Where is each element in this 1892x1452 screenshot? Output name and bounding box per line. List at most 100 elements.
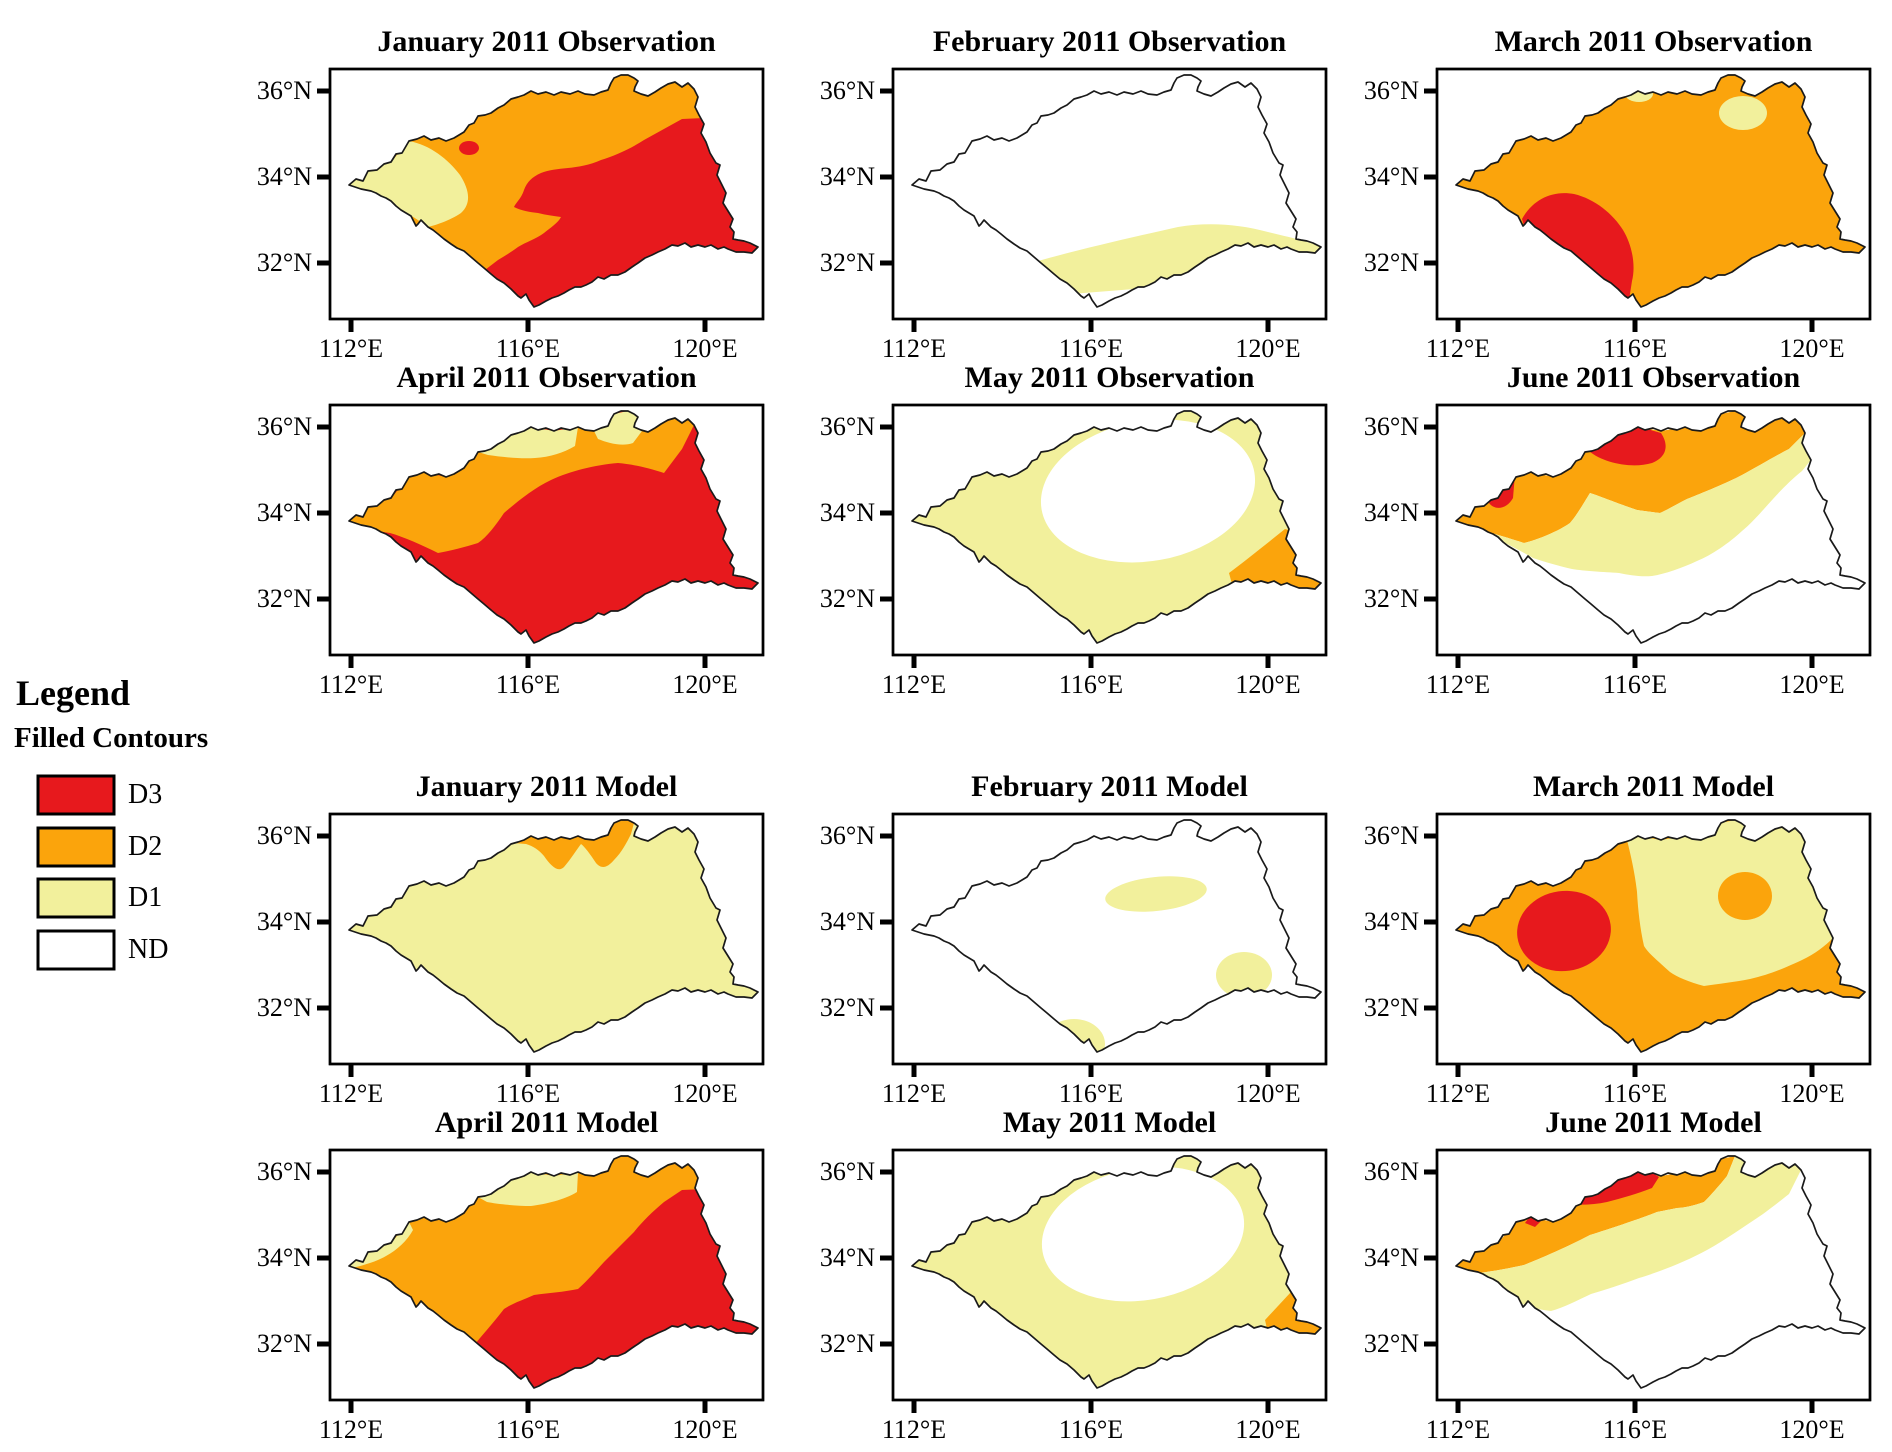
region-d1-north [478, 1172, 578, 1206]
legend-swatch-d2 [36, 826, 116, 868]
legend-label-d1: D1 [128, 882, 163, 913]
lat-tick-label: 34°N [256, 162, 312, 191]
lon-tick-label: 112°E [881, 1079, 947, 1108]
region-d3 [1517, 890, 1611, 972]
lat-tick-label: 36°N [1363, 76, 1419, 105]
lon-tick-label: 116°E [1058, 1079, 1124, 1108]
lat-tick-label: 34°N [819, 498, 875, 527]
lat-tick-label: 32°N [1363, 993, 1419, 1022]
map-january-model [317, 812, 765, 1077]
lat-tick-label: 36°N [819, 1157, 875, 1186]
panel-title: April 2011 Model [434, 1106, 659, 1139]
lat-tick-label: 32°N [1363, 1329, 1419, 1358]
panel-title: February 2011 Model [971, 770, 1248, 803]
lat-tick-label: 36°N [1363, 1157, 1419, 1186]
panel-title: January 2011 Observation [377, 25, 716, 58]
lat-tick-label: 36°N [819, 412, 875, 441]
region-d1-northeast [594, 411, 642, 445]
region-d3-spot [1525, 1212, 1542, 1227]
region-d1-northeast [1719, 96, 1767, 130]
lon-tick-label: 112°E [1425, 1079, 1491, 1108]
panel-title: February 2011 Observation [932, 25, 1287, 58]
map-january-observation [317, 67, 765, 332]
lon-tick-label: 112°E [881, 670, 947, 699]
panel-april-2011-model: April 2011 Model 36°N 34°N 32°N 112°E 11… [224, 1104, 784, 1452]
d2-swatch [36, 826, 116, 868]
basin-outline [911, 410, 1322, 644]
basin-outline [911, 74, 1322, 308]
axis-ticks [1424, 88, 1815, 332]
map-may-observation [880, 403, 1328, 668]
lat-tick-label: 32°N [256, 1329, 312, 1358]
panel-april-2011-observation: April 2011 Observation 36°N 34°N 32°N 11… [224, 359, 784, 731]
lon-tick-label: 116°E [1602, 1079, 1668, 1108]
lat-tick-label: 34°N [819, 1243, 875, 1272]
basin-outline [1455, 1155, 1866, 1389]
region-d1-center [1105, 876, 1207, 912]
region-d2-inner [1718, 872, 1772, 920]
panel-june-2011-observation: June 2011 Observation 36°N 34°N 32°N 112… [1331, 359, 1891, 731]
lon-tick-label: 112°E [318, 670, 384, 699]
panel-june-2011-model: June 2011 Model 36°N 34°N 32°N 112°E 116… [1331, 1104, 1891, 1452]
lon-tick-label: 112°E [1425, 670, 1491, 699]
basin-outline [348, 1155, 759, 1389]
basin-outline [911, 819, 1322, 1053]
legend-label-nd: ND [128, 934, 169, 965]
basin-outline [348, 410, 759, 644]
region-d2-north [513, 820, 634, 870]
axis-ticks [880, 88, 1271, 332]
panel-january-2011-model: January 2011 Model 36°N 34°N 32°N 112°E … [224, 768, 784, 1140]
lat-tick-label: 36°N [256, 821, 312, 850]
lat-tick-label: 32°N [1363, 248, 1419, 277]
map-june-model [1424, 1148, 1872, 1413]
basin-outline [911, 1155, 1322, 1389]
legend-item-d3: D3 [36, 774, 296, 816]
axis-ticks [880, 1169, 1271, 1413]
lon-tick-label: 116°E [1602, 670, 1668, 699]
lon-tick-label: 120°E [1779, 1079, 1845, 1108]
lat-tick-label: 36°N [1363, 412, 1419, 441]
lon-tick-label: 116°E [495, 1079, 561, 1108]
panel-title: June 2011 Observation [1506, 361, 1801, 394]
lat-tick-label: 32°N [256, 993, 312, 1022]
panel-title: January 2011 Model [415, 770, 678, 803]
legend-item-d1: D1 [36, 877, 296, 919]
basin-outline [348, 819, 759, 1053]
lat-tick-label: 34°N [1363, 1243, 1419, 1272]
basin-outline [1455, 410, 1866, 644]
lat-tick-label: 34°N [819, 162, 875, 191]
region-d2 [1456, 75, 1865, 307]
axis-ticks [317, 88, 708, 332]
legend-item-nd: ND [36, 929, 296, 971]
region-d1 [349, 141, 469, 227]
region-d2 [1456, 1156, 1735, 1273]
lon-tick-label: 116°E [1058, 670, 1124, 699]
lat-tick-label: 32°N [256, 248, 312, 277]
legend-swatch-nd [36, 929, 116, 971]
panel-title: May 2011 Observation [964, 361, 1255, 394]
panel-title: June 2011 Model [1545, 1106, 1762, 1139]
lat-tick-label: 34°N [819, 907, 875, 936]
axis-ticks [1424, 424, 1815, 668]
lon-tick-label: 112°E [881, 334, 947, 363]
map-april-observation [317, 403, 765, 668]
lat-tick-label: 36°N [256, 412, 312, 441]
panel-march-2011-model: March 2011 Model 36°N 34°N 32°N 112°E 11… [1331, 768, 1891, 1140]
lat-tick-label: 34°N [256, 498, 312, 527]
region-d1 [1480, 433, 1811, 577]
region-d3-spot [459, 141, 479, 155]
lon-tick-label: 112°E [318, 334, 384, 363]
axis-ticks [1424, 833, 1815, 1077]
region-d1-east [1216, 952, 1272, 998]
lon-tick-label: 116°E [1058, 1415, 1124, 1444]
panel-february-2011-observation: February 2011 Observation 36°N 34°N 32°N… [787, 23, 1347, 395]
map-february-model [880, 812, 1328, 1077]
axis-ticks [880, 833, 1271, 1077]
legend-label-d3: D3 [128, 779, 163, 810]
legend-title: Legend [16, 673, 131, 713]
legend-swatch-d3 [36, 774, 116, 816]
panel-march-2011-observation: March 2011 Observation 36°N 34°N 32°N 11… [1331, 23, 1891, 395]
region-nd [1040, 419, 1256, 563]
map-june-observation [1424, 403, 1872, 668]
